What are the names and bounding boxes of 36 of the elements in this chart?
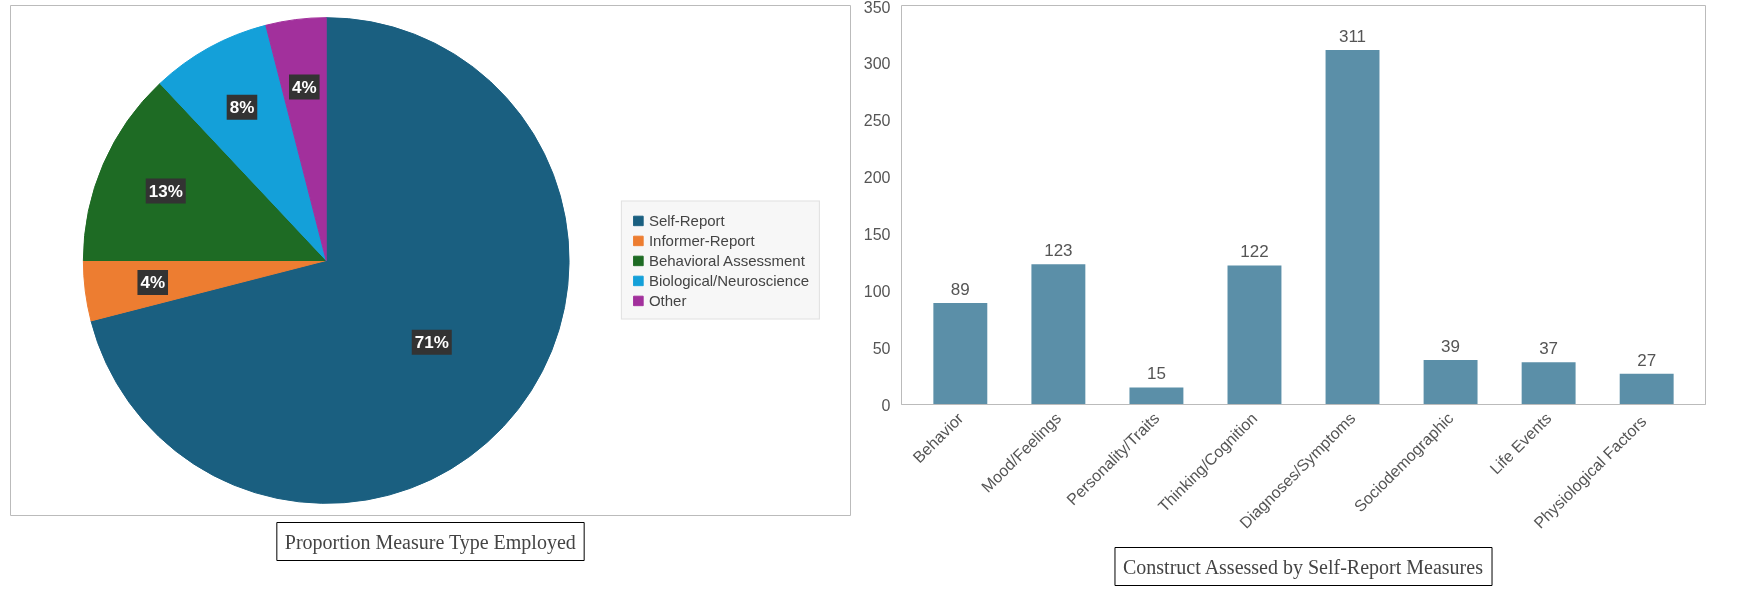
data-label: 123 <box>1044 241 1073 261</box>
y-tick-label: 300 <box>863 54 891 72</box>
text: Proportion Measure Type Employed <box>284 530 576 554</box>
legend-label: Behavioral Assessment <box>648 251 805 269</box>
bar <box>1227 265 1282 405</box>
y-tick-label: 100 <box>863 282 891 300</box>
bar <box>1521 362 1576 405</box>
data-label: 37 <box>1539 339 1559 359</box>
data-label: 15 <box>1146 364 1166 384</box>
data-label: 8% <box>229 97 255 117</box>
bar <box>933 303 988 405</box>
bar <box>1129 387 1184 405</box>
data-label: 311 <box>1338 26 1367 46</box>
legend-label: Self-Report <box>648 211 725 229</box>
y-tick-label: 250 <box>863 111 891 129</box>
y-tick-label: 50 <box>872 339 891 357</box>
data-label: 71% <box>414 332 449 352</box>
bar <box>1325 49 1380 405</box>
legend-label: Biological/Neuroscience <box>648 271 809 289</box>
data-label: 27 <box>1637 350 1657 370</box>
y-tick-label: 0 <box>881 396 891 414</box>
bar <box>1031 264 1086 405</box>
data-label: 13% <box>148 181 183 201</box>
bar <box>1423 360 1478 405</box>
data-label: 89 <box>950 280 970 300</box>
legend-label: Informer-Report <box>648 231 755 249</box>
y-tick-label: 200 <box>863 168 891 186</box>
legend-label: Other <box>648 291 687 309</box>
bar <box>1619 373 1674 405</box>
data-label: 4% <box>140 272 166 292</box>
y-tick-label: 350 <box>863 0 891 16</box>
data-label: 39 <box>1441 337 1461 357</box>
y-tick-label: 150 <box>863 225 891 243</box>
data-label: 4% <box>292 77 317 97</box>
data-label: 122 <box>1240 242 1269 262</box>
text: Construct Assessed by Self-Report Measures <box>1122 555 1484 579</box>
